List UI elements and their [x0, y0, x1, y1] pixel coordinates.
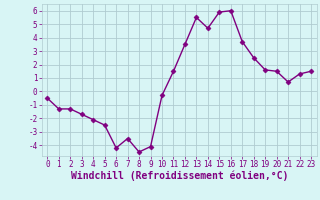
X-axis label: Windchill (Refroidissement éolien,°C): Windchill (Refroidissement éolien,°C) — [70, 171, 288, 181]
